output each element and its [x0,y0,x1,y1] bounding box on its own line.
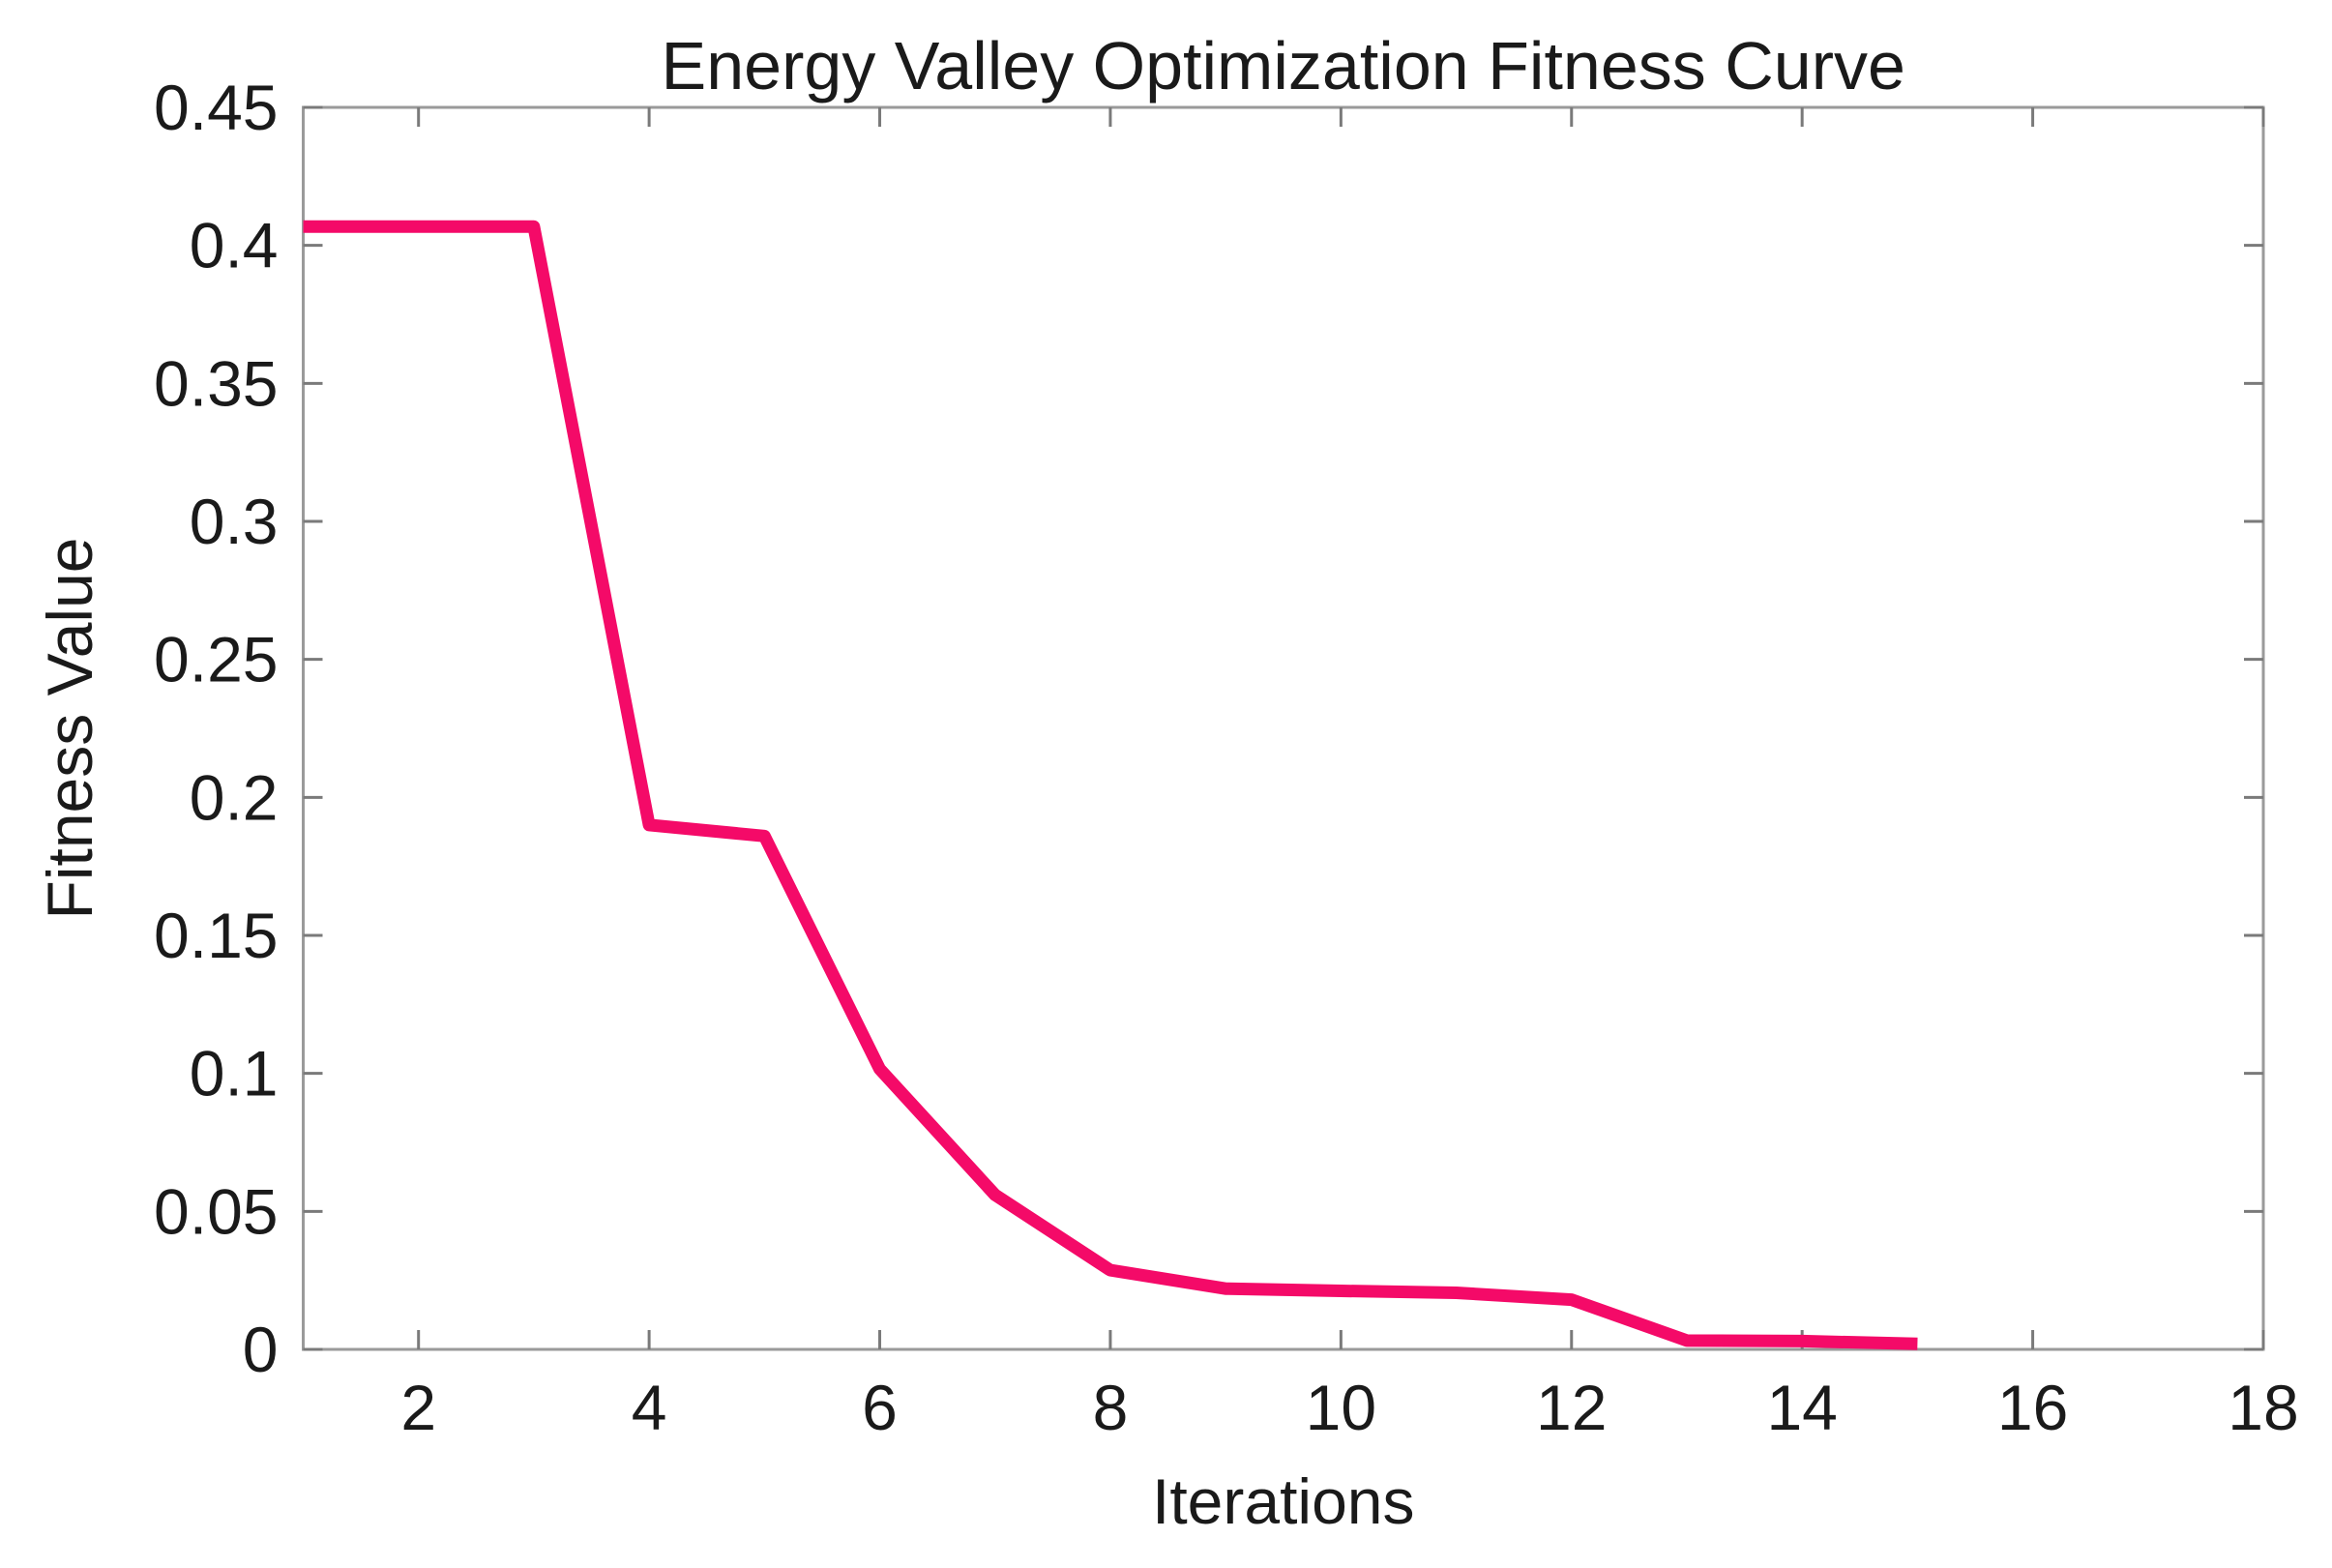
x-tick-label: 2 [400,1372,436,1443]
y-tick-label: 0.05 [154,1175,278,1247]
x-tick-label: 12 [1536,1372,1607,1443]
y-tick-label: 0.3 [190,486,279,557]
y-tick-label: 0 [243,1314,279,1385]
y-axis-label: Fitness Value [34,538,105,920]
axis-ticks [303,105,2265,1351]
y-tick-label: 0.45 [154,72,278,143]
y-tick-label: 0.4 [190,210,279,281]
x-tick-label: 10 [1306,1372,1376,1443]
x-tick-label: 16 [1997,1372,2068,1443]
x-tick-label: 4 [632,1372,667,1443]
x-tick-label: 14 [1766,1372,1837,1443]
x-tick-label: 18 [2228,1372,2298,1443]
y-tick-label: 0.2 [190,761,279,833]
plot-box [302,105,2265,1351]
y-tick-labels: 0 0.05 0.1 0.15 0.2 0.25 0.3 0.35 0.4 0.45 [154,72,278,1385]
x-axis-label: Iterations [1152,1465,1414,1537]
fitness-curve-line [303,220,1918,1350]
x-tick-labels: 2 4 6 8 10 12 14 16 18 [400,1372,2298,1443]
y-tick-label: 0.35 [154,347,278,419]
chart-title: Energy Valley Optimization Fitness Curve [662,28,1905,104]
y-tick-label: 0.25 [154,624,278,695]
y-tick-label: 0.15 [154,900,278,971]
y-tick-label: 0.1 [190,1038,279,1109]
x-tick-label: 8 [1093,1372,1129,1443]
x-tick-label: 6 [862,1372,898,1443]
